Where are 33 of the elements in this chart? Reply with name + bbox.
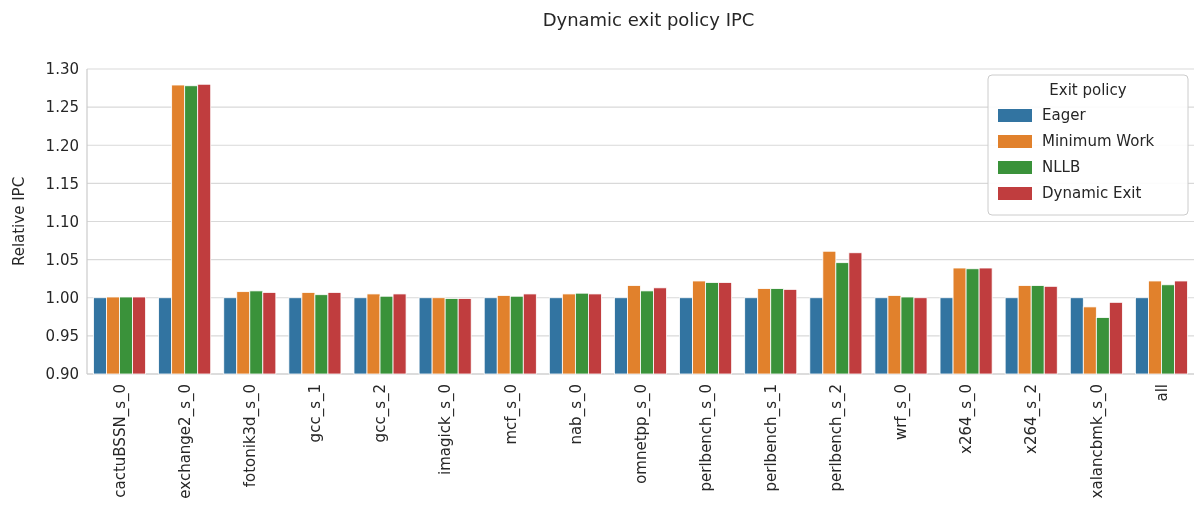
y-tick-label: 1.10 [45,212,79,231]
y-axis-title: Relative IPC [10,176,28,267]
legend-label: NLLB [1042,158,1081,177]
x-tick-label: gcc_s_1 [306,384,326,443]
x-tick-label: imagick_s_0 [436,384,456,475]
y-tick-label: 0.90 [45,365,79,384]
x-tick-label: wrf_s_0 [892,384,912,441]
x-tick-label: all [1152,384,1171,402]
x-tick-label: fotonik3d_s_0 [241,384,261,488]
y-tick-label: 0.95 [45,327,79,346]
y-tick-label: 1.05 [45,250,79,269]
y-tick-label: 1.30 [45,60,79,79]
x-tick-label: xalancbmk_s_0 [1087,384,1107,499]
x-tick-label: gcc_s_2 [371,384,391,443]
legend-label: Eager [1042,106,1087,125]
x-tick-label: perlbench_s_1 [761,384,781,492]
x-tick-label: nab_s_0 [566,384,586,445]
x-tick-label: x264_s_2 [1022,384,1042,454]
chart-title: Dynamic exit policy IPC [542,9,755,30]
legend-title: Exit policy [1049,81,1127,99]
x-tick-label: perlbench_s_0 [696,384,716,492]
x-tick-label: cactuBSSN_s_0 [110,384,130,498]
y-tick-label: 1.25 [45,98,79,117]
x-tick-label: perlbench_s_2 [827,384,847,492]
legend-label: Minimum Work [1042,132,1155,151]
x-tick-label: omnetpp_s_0 [631,384,651,484]
x-tick-label: x264_s_0 [957,384,977,454]
legend-label: Dynamic Exit [1042,184,1142,203]
x-tick-label: mcf_s_0 [501,384,521,445]
y-tick-label: 1.20 [45,136,79,155]
y-tick-label: 1.00 [45,289,79,307]
y-tick-label: 1.15 [45,174,79,193]
x-tick-label: exchange2_s_0 [175,384,195,499]
